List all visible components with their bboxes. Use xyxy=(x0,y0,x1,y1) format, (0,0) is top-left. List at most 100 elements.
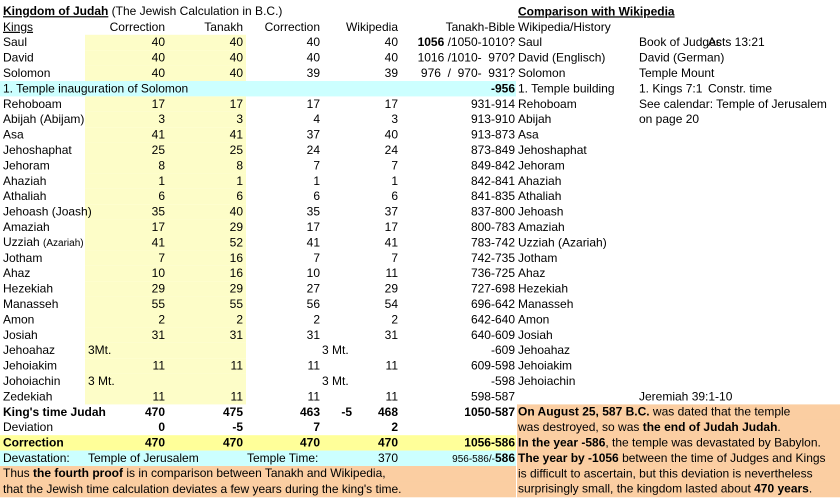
cell-wiki: 40 xyxy=(385,128,399,142)
cell-tb: 742-735 xyxy=(471,251,515,265)
cell-king: Deviation xyxy=(3,420,53,434)
cell-tanakh: 41 xyxy=(230,128,244,142)
cell-corr2: 11 xyxy=(308,359,321,373)
cell-king: Josiah xyxy=(3,328,38,342)
remark-band xyxy=(517,435,840,452)
cell-corr: Correction xyxy=(110,20,165,34)
cell-tanakh: 11 xyxy=(231,359,244,373)
note-band xyxy=(0,481,516,498)
cell-src: 1. Kings 7:1 xyxy=(639,81,703,95)
cell-hist: Amon xyxy=(518,312,549,326)
row-band xyxy=(0,435,516,451)
cell-corr2: 11 xyxy=(308,389,321,403)
cell-king: Jehoash (Joash) xyxy=(3,205,92,219)
cell-king: Ahaziah xyxy=(3,174,46,188)
cell-tb: 598-587 xyxy=(471,389,515,403)
cell-king: 1. Temple inauguration of Solomon xyxy=(3,81,188,95)
cell-corr2: 10 xyxy=(307,266,321,280)
cell-wiki: 40 xyxy=(385,51,399,65)
cell-tanakh: 40 xyxy=(230,51,244,65)
cell-src: Temple Mount xyxy=(639,66,715,80)
cell-src: Book of Judges xyxy=(639,35,722,49)
cell-corr: 6 xyxy=(158,189,165,203)
cell-king: Jehoram xyxy=(3,158,50,172)
cell-corr2: 1 xyxy=(313,174,320,188)
cell-corr2: Correction xyxy=(265,20,320,34)
cell-tanakh: 55 xyxy=(230,297,244,311)
cell-tanakh: 470 xyxy=(223,436,243,450)
cell-tb: 727-698 xyxy=(471,282,515,296)
cell-king: Rehoboam xyxy=(3,97,62,111)
row-band xyxy=(0,81,516,97)
cell-corr2: 7 xyxy=(313,251,320,265)
text-segment: , the temple was devastated by Babylon. xyxy=(605,436,820,450)
cell-wiki: 54 xyxy=(385,297,399,311)
column-band xyxy=(85,127,246,143)
cell-king: Johoiachin xyxy=(3,374,60,388)
cell-hist: Jehoiakim xyxy=(518,359,572,373)
cell-wiki: 37 xyxy=(385,205,399,219)
column-band xyxy=(85,281,246,297)
cell-hist: Jotham xyxy=(518,251,557,265)
column-band xyxy=(85,111,246,128)
cell-mid: 3 Mt. xyxy=(322,343,349,357)
cell-wiki: 1 xyxy=(391,174,398,188)
cell-hist: Solomon xyxy=(518,66,565,80)
cell-tb: 736-725 xyxy=(471,266,515,280)
column-band xyxy=(85,235,246,251)
cell-tb: 1056-586 xyxy=(464,436,515,450)
cell-hist: David (Englisch) xyxy=(518,51,605,65)
cell-src: David (German) xyxy=(639,51,724,65)
cell-corr2: 27 xyxy=(307,282,321,296)
cell-corr2: 24 xyxy=(307,143,321,157)
cell-hist: Ahaziah xyxy=(518,174,561,188)
cell-tanakh: -5 xyxy=(232,420,243,434)
cell-tb: 841-835 xyxy=(471,189,515,203)
cell-tb: 609-598 xyxy=(471,359,515,373)
cell-tanakh: 31 xyxy=(230,328,244,342)
cell-wiki: 3 xyxy=(391,112,398,126)
cell-wiki: 470 xyxy=(378,436,398,450)
cell-remark: The year by -1056 between the time of Ju… xyxy=(518,451,826,465)
cell-king: Amaziah xyxy=(3,220,50,234)
cell-wiki: 17 xyxy=(385,97,399,111)
cell-king: Abijah (Abijam) xyxy=(3,112,84,126)
cell-remark: was destroyed, so was the end of Judah J… xyxy=(517,420,781,434)
cell-corr2: 56 xyxy=(307,297,321,311)
cell-wiki: 11 xyxy=(386,359,399,373)
cell-king: Uzziah (Azariah) xyxy=(3,235,84,249)
cell-wiki: Wikipedia xyxy=(346,20,398,34)
column-band xyxy=(85,173,246,189)
text-segment: 470 years xyxy=(754,482,809,496)
cell-ref: Acts 13:21 xyxy=(708,35,765,49)
column-band xyxy=(85,250,246,266)
cell-corr-left: 3Mt. xyxy=(88,343,111,357)
cell-tanakh: 40 xyxy=(230,205,244,219)
cell-tanakh: 40 xyxy=(230,66,244,80)
cell-corr: 41 xyxy=(152,235,166,249)
cell-king: Athaliah xyxy=(3,189,46,203)
text-segment: On August 25, 587 B.C. xyxy=(518,405,650,419)
cell-note: that the Jewish time calculation deviate… xyxy=(3,482,402,496)
cell-tb: 696-642 xyxy=(471,297,515,311)
cell-mid: 3 Mt. xyxy=(322,374,349,388)
cell-hist: 1. Temple building xyxy=(518,81,615,95)
cell-tb: 1016 /1010- 970? xyxy=(418,51,516,65)
cell-corr: 2 xyxy=(158,312,165,326)
cell-hist: Jehoash xyxy=(518,205,563,219)
cell-hist: Josiah xyxy=(518,328,553,342)
cell-remark: is difficult to ascertain, but this devi… xyxy=(518,466,813,480)
cell-hist: Jehoshaphat xyxy=(518,143,587,157)
column-band xyxy=(85,312,246,328)
text-segment: surprisingly small, the kingdom lasted a… xyxy=(518,482,754,496)
cell-tb: 1056 /1050-1010? xyxy=(418,35,516,49)
text-segment: is in comparison between Tanakh and Wiki… xyxy=(123,466,386,480)
cell-wiki: 7 xyxy=(391,251,398,265)
cell-corr: 8 xyxy=(158,158,165,172)
remark-band xyxy=(517,481,840,498)
cell-tanakh: 29 xyxy=(230,220,244,234)
text-segment: Thus xyxy=(3,466,33,480)
cell-corr2: 470 xyxy=(300,436,320,450)
cell-tb: 976 / 970- 931? xyxy=(421,66,515,80)
